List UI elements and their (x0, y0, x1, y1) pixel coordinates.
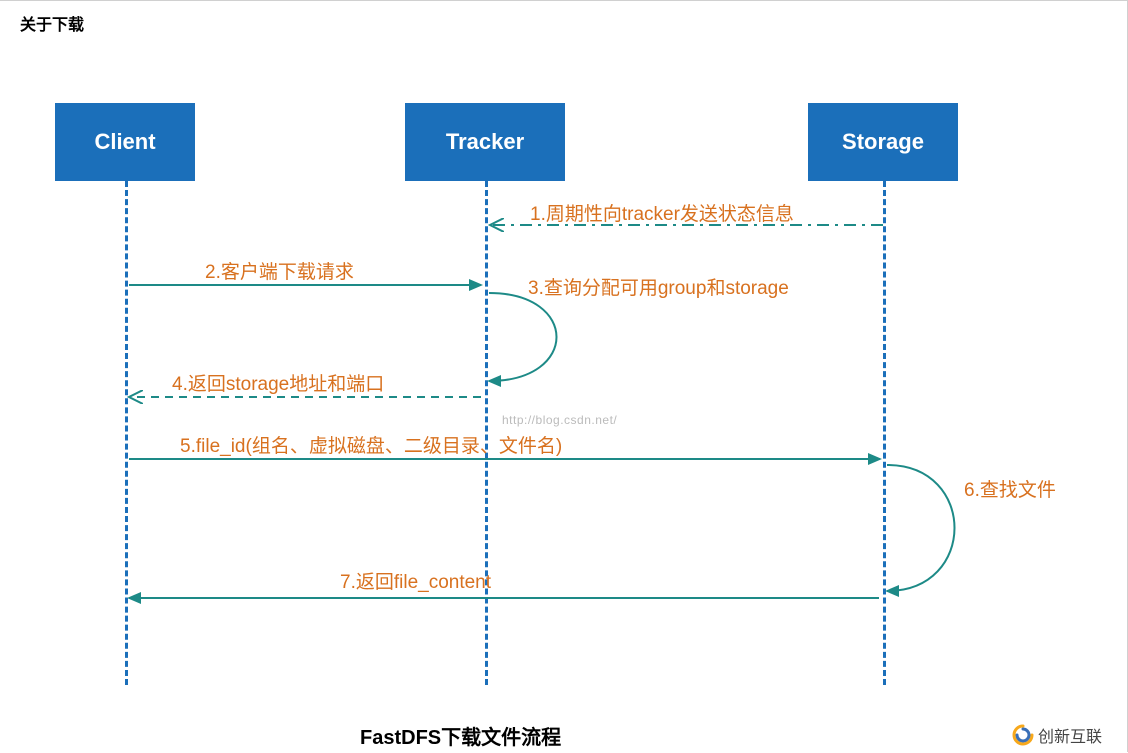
brand-badge: 创新互联 (1012, 723, 1102, 747)
label-step5: 5.file_id(组名、虚拟磁盘、二级目录、文件名) (180, 431, 562, 458)
label-step6: 6.查找文件 (964, 475, 1056, 502)
participant-tracker-label: Tracker (446, 129, 524, 155)
participant-client: Client (55, 103, 195, 181)
participant-tracker: Tracker (405, 103, 565, 181)
label-step3: 3.查询分配可用group和storage (528, 273, 789, 300)
label-step1: 1.周期性向tracker发送状态信息 (530, 199, 794, 226)
brand-text: 创新互联 (1038, 723, 1102, 747)
diagram-title: FastDFS下载文件流程 (360, 721, 561, 750)
participant-client-label: Client (94, 129, 155, 155)
brand-icon (1012, 724, 1034, 746)
participant-storage: Storage (808, 103, 958, 181)
watermark-text: http://blog.csdn.net/ (502, 413, 617, 427)
diagram-container: 关于下载 Client Tracker Storage 1.周期性向tracke… (0, 0, 1128, 752)
lifeline-client (125, 181, 128, 685)
section-heading: 关于下载 (20, 11, 84, 35)
participant-storage-label: Storage (842, 129, 924, 155)
lifeline-storage (883, 181, 886, 685)
label-step4: 4.返回storage地址和端口 (172, 369, 384, 396)
label-step2: 2.客户端下载请求 (205, 257, 354, 284)
label-step7: 7.返回file_content (340, 567, 491, 594)
